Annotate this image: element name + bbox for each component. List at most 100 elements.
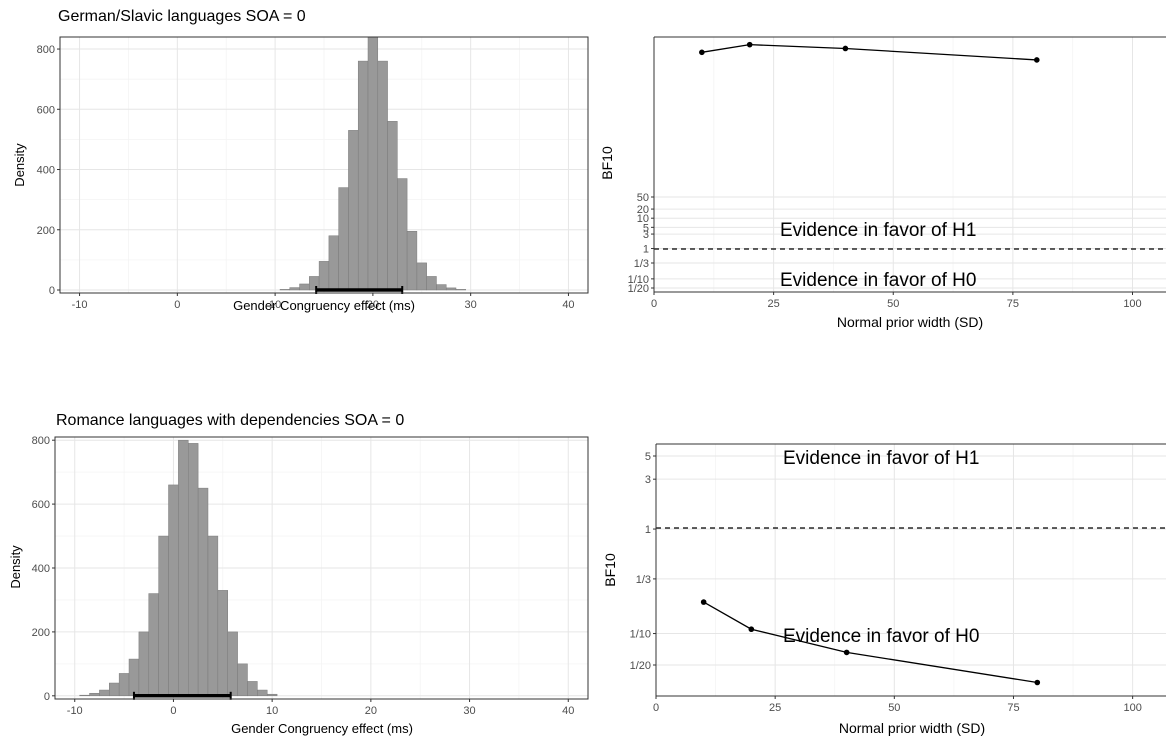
histogram-bar (217, 590, 228, 697)
x-tick-label: 10 (269, 299, 281, 311)
x-tick-label: 10 (266, 705, 278, 717)
histogram-bar (445, 287, 457, 291)
y-tick-label: 50 (637, 192, 649, 204)
x-tick-label: -10 (67, 705, 83, 717)
y-tick-label: 400 (37, 165, 55, 177)
y-tick-label: 400 (32, 563, 50, 575)
histogram-bar (279, 289, 291, 291)
y-tick-label: 5 (645, 451, 651, 463)
bf10-point (748, 626, 755, 633)
histogram-bar (128, 658, 140, 697)
histogram-bar (397, 178, 408, 291)
histogram-bar (299, 283, 310, 291)
x-axis-label: Gender Congruency effect (ms) (233, 298, 415, 313)
histogram-bar (357, 60, 369, 291)
histogram-bar (416, 262, 427, 291)
histogram-bar (89, 692, 100, 697)
x-tick-label: 0 (174, 299, 180, 311)
annotation-h1: Evidence in favor of H1 (783, 448, 979, 469)
x-tick-label: 0 (170, 705, 176, 717)
x-axis-label: Normal prior width (SD) (839, 720, 985, 736)
x-tick-label: 20 (365, 705, 377, 717)
histogram-bar (158, 535, 169, 697)
bf10-panel-romance: Evidence in favor of H1 Evidence in favo… (602, 443, 1166, 736)
panel-title: German/Slavic languages SOA = 0 (58, 8, 306, 25)
y-tick-label: 1/20 (630, 660, 651, 672)
y-tick-label: 800 (32, 435, 50, 447)
x-tick-label: 30 (463, 705, 475, 717)
x-axis-label: Normal prior width (SD) (837, 314, 983, 330)
histogram-bar (79, 694, 90, 697)
y-tick-label: 1/10 (630, 629, 651, 641)
histogram-bar (237, 663, 248, 697)
histogram-bar (178, 439, 189, 697)
histogram-bar (148, 593, 159, 697)
x-axis-label: Gender Congruency effect (ms) (231, 721, 413, 736)
histogram-bar (318, 261, 330, 291)
bf10-point (842, 45, 849, 52)
histogram-bar (426, 276, 437, 291)
y-tick-label: 800 (37, 44, 55, 56)
histogram-panel-romance: Romance languages with dependencies SOA … (8, 412, 589, 736)
y-tick-label: 1/10 (628, 274, 649, 286)
y-tick-label: 20 (637, 204, 649, 216)
annotation-h0: Evidence in favor of H0 (780, 270, 976, 291)
histogram-bar (289, 287, 300, 291)
y-tick-label: 10 (637, 213, 649, 225)
y-tick-label: 1/3 (634, 258, 649, 270)
x-tick-label: 50 (887, 298, 899, 310)
y-tick-label: 3 (645, 474, 651, 486)
histogram-bar (367, 36, 379, 291)
histogram-bar (99, 689, 110, 697)
bf10-point (1034, 57, 1040, 63)
x-tick-label: 0 (651, 298, 657, 310)
bf10-point (699, 49, 705, 56)
histogram-bar (436, 284, 447, 291)
y-tick-label: 0 (44, 691, 50, 703)
bf10-point (746, 41, 753, 48)
panel-title: Romance languages with dependencies SOA … (56, 412, 404, 429)
bf10-panel-german-slavic: Evidence in favor of H1 Evidence in favo… (599, 36, 1166, 330)
y-tick-label: 200 (32, 627, 50, 639)
x-tick-label: 20 (367, 299, 379, 311)
x-tick-label: 40 (562, 705, 574, 717)
histogram-bar (348, 130, 359, 291)
plot-border (59, 36, 589, 294)
x-tick-label: 50 (888, 702, 900, 714)
histogram-bar (377, 60, 388, 291)
x-tick-label: 30 (465, 299, 477, 311)
y-tick-label: 1 (645, 524, 651, 536)
y-tick-label: 1/3 (636, 574, 651, 586)
histogram-bar (188, 443, 199, 697)
bf10-point (843, 649, 850, 656)
annotation-h1: Evidence in favor of H1 (780, 220, 976, 241)
histogram-bar (247, 681, 258, 697)
histogram-bar (257, 689, 268, 697)
x-tick-label: 100 (1123, 702, 1141, 714)
annotation-h0: Evidence in favor of H0 (783, 626, 979, 647)
y-axis-label: Density (8, 545, 23, 589)
histogram-bar (168, 484, 179, 697)
histogram-bar (338, 187, 349, 291)
histogram-bar (387, 121, 398, 291)
x-tick-label: 25 (769, 702, 781, 714)
histogram-bar (118, 673, 130, 697)
histogram-bar (138, 631, 150, 697)
y-tick-label: 200 (37, 225, 55, 237)
y-axis-label: Density (12, 143, 27, 187)
bf10-series-line (703, 601, 1038, 684)
histogram-bar (197, 487, 209, 697)
y-axis-label: BF10 (602, 553, 618, 587)
histogram-bar (406, 231, 418, 291)
bf10-point (1034, 679, 1041, 686)
x-tick-label: 25 (768, 298, 780, 310)
x-tick-label: -10 (72, 299, 88, 311)
y-tick-label: 1 (643, 244, 649, 256)
x-tick-label: 75 (1007, 298, 1019, 310)
bf10-series-line (701, 43, 1037, 61)
y-tick-label: 600 (37, 104, 55, 116)
x-tick-label: 100 (1123, 298, 1141, 310)
histogram-panel-german-slavic: German/Slavic languages SOA = 0 -10 0 10 20… (12, 8, 589, 313)
y-tick-label: 3 (643, 229, 649, 241)
